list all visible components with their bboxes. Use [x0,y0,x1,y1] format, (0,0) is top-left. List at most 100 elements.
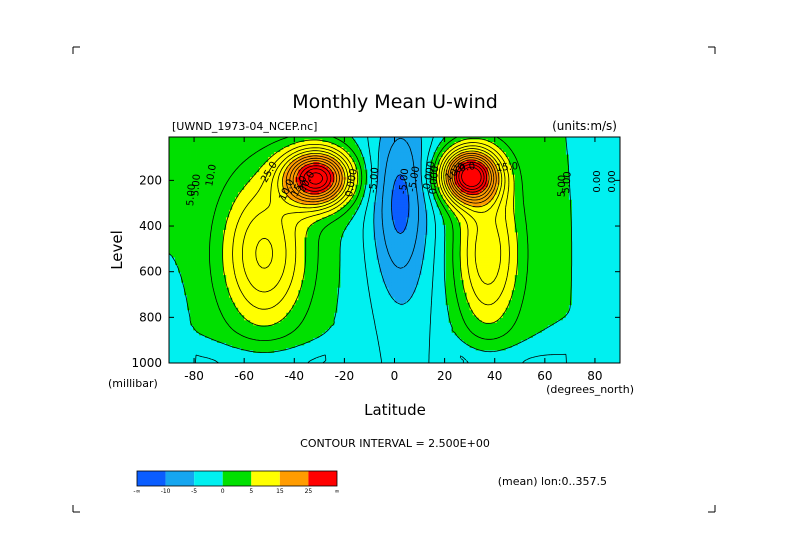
field-cell [439,142,444,145]
field-cell [505,147,510,150]
field-cell [616,182,620,186]
field-cell [466,159,471,163]
field-cell [559,142,564,145]
field-cell [562,204,567,208]
field-cell [418,192,422,196]
field-cell [208,192,212,196]
field-cell [466,169,471,173]
field-cell [193,172,197,176]
field-cell [514,184,519,188]
field-cell [433,172,437,176]
field-cell [433,202,437,206]
field-cell [385,179,389,183]
field-cell [331,147,335,150]
field-cell [415,177,419,181]
field-cell [367,137,371,140]
field-cell [283,197,287,201]
field-cell [388,182,392,186]
field-cell [589,142,594,145]
field-cell [229,219,233,223]
field-cell [370,209,374,213]
field-cell [211,139,215,143]
field-cell [220,152,224,155]
field-cell [418,144,422,148]
field-cell [334,204,338,208]
field-cell [493,204,498,208]
field-cell [550,212,555,216]
field-cell [565,162,570,166]
field-cell [187,184,191,188]
field-cell [412,177,416,181]
field-cell [268,149,272,153]
field-cell [556,204,561,208]
field-cell [562,152,567,155]
field-cell [208,167,212,171]
field-cell [253,182,257,186]
field-cell [610,152,615,155]
field-cell [592,177,597,181]
field-cell [457,174,462,178]
field-cell [586,204,591,208]
field-cell [226,169,230,173]
field-cell [598,149,603,153]
field-cell [211,157,215,160]
field-cell [250,212,254,216]
field-cell [421,149,425,153]
field-cell [493,187,498,191]
field-cell [220,209,224,213]
field-cell [484,154,489,158]
field-cell [232,137,236,140]
field-cell [457,164,462,168]
field-cell [271,149,275,153]
field-cell [325,169,329,173]
field-cell [517,169,522,173]
field-cell [487,192,492,196]
field-cell [547,144,552,148]
field-cell [445,179,450,183]
field-cell [469,167,474,171]
field-cell [526,149,531,153]
field-cell [490,182,495,186]
field-cell [397,202,401,206]
field-cell [286,207,290,211]
field-cell [328,192,332,196]
field-cell [172,199,176,203]
field-cell [439,164,444,168]
field-cell [211,174,215,178]
field-cell [286,142,290,145]
field-cell [214,169,218,173]
field-cell [592,179,597,183]
field-cell [298,192,302,196]
field-cell [337,169,341,173]
field-cell [613,152,618,155]
field-cell [208,142,212,145]
field-cell [238,144,242,148]
field-cell [610,159,615,163]
field-cell [433,169,437,173]
field-cell [199,157,203,160]
field-cell [355,207,359,211]
field-cell [244,202,248,206]
field-cell [298,139,302,143]
field-cell [319,199,323,203]
field-cell [475,204,480,208]
field-cell [385,162,389,166]
field-cell [403,172,407,176]
field-cell [280,149,284,153]
field-cell [193,167,197,171]
field-cell [259,144,263,148]
field-cell [235,147,239,150]
field-cell [175,139,179,143]
field-cell [613,142,618,145]
field-cell [475,209,480,213]
field-cell [307,189,311,193]
field-cell [496,157,501,160]
field-cell [583,162,588,166]
field-cell [565,209,570,213]
field-cell [448,192,453,196]
field-cell [247,147,251,150]
field-cell [310,167,314,171]
field-cell [358,147,362,150]
field-cell [256,167,260,171]
field-cell [181,192,185,196]
